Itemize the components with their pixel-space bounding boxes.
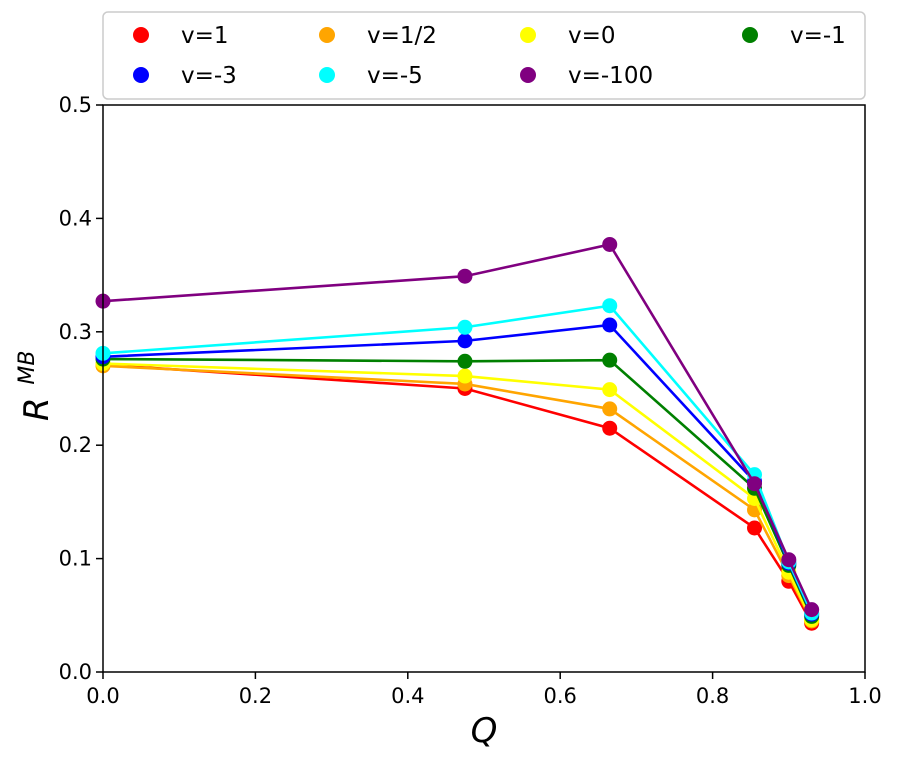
data-point [457,353,473,369]
data-point [781,552,797,568]
legend-marker [742,27,758,43]
series-v-5 [95,298,820,621]
series-v-1 [95,357,820,631]
data-point [804,602,820,618]
legend-label: v=-5 [367,63,423,89]
data-point [602,382,618,398]
x-tick-label: 0.4 [391,684,424,708]
legend-entry: v=1/2 [319,23,437,49]
x-tick-label: 0.6 [543,684,576,708]
data-point [457,268,473,284]
x-axis-title: Q [471,711,498,751]
series-line [102,357,813,617]
legend-label: v=-1 [790,23,846,49]
legend-marker [133,27,149,43]
legend-frame [102,11,866,100]
data-point [602,317,618,333]
series-line [102,364,813,622]
plot-area-frame [102,104,866,673]
legend-label: v=1 [181,23,229,49]
legend-label: v=-3 [181,63,237,89]
legend: v=1 v=1/2 v=0 v=-1 v=-3 v=-5 v=-100 [102,11,866,100]
x-tick-label: 0.2 [239,684,272,708]
data-point [602,352,618,368]
y-tick-label: 0.3 [59,320,92,344]
series-line [102,362,813,621]
data-point [457,319,473,335]
y-axis-title-superscript: MB [15,350,40,384]
y-axis-title: R [17,397,57,421]
series-v-3 [95,317,820,622]
data-point [457,333,473,349]
data-point [747,476,763,492]
x-tick-label: 0.0 [86,684,119,708]
data-point [602,401,618,417]
legend-entry: v=-5 [319,63,423,89]
data-point [457,368,473,384]
x-tick-label: 1.0 [848,684,881,708]
y-tick-label: 0.2 [59,433,92,457]
y-axis: 0.0 0.1 0.2 0.3 0.4 0.5 [59,93,103,684]
legend-marker [133,67,149,83]
x-tick-label: 0.8 [696,684,729,708]
series-v-0 [95,356,820,628]
legend-entry: v=0 [520,23,616,49]
series-v-1-2 [95,358,820,629]
series-layer [95,236,820,631]
svg-text:R MB: R MB [15,350,57,421]
y-axis-title-group: R MB [15,350,57,421]
legend-entry: v=-100 [520,63,653,89]
legend-entry: v=-1 [742,23,846,49]
legend-entry: v=-3 [133,63,237,89]
y-tick-label: 0.1 [59,547,92,571]
legend-label: v=0 [568,23,616,49]
series-v-1 [95,351,820,624]
y-tick-label: 0.4 [59,206,92,230]
x-axis: 0.0 0.2 0.4 0.6 0.8 1.0 [86,672,882,708]
legend-marker [319,67,335,83]
series-v-100 [95,236,820,618]
y-tick-label: 0.0 [59,660,92,684]
series-line [102,363,813,624]
legend-marker [520,67,536,83]
legend-label: v=-100 [568,63,653,89]
data-point [602,298,618,314]
data-point [602,420,618,436]
legend-marker [520,27,536,43]
legend-marker [319,27,335,43]
series-line [102,243,813,611]
legend-entry: v=1 [133,23,229,49]
data-point [747,520,763,536]
legend-label: v=1/2 [367,23,437,49]
data-point [602,236,618,252]
y-tick-label: 0.5 [59,93,92,117]
